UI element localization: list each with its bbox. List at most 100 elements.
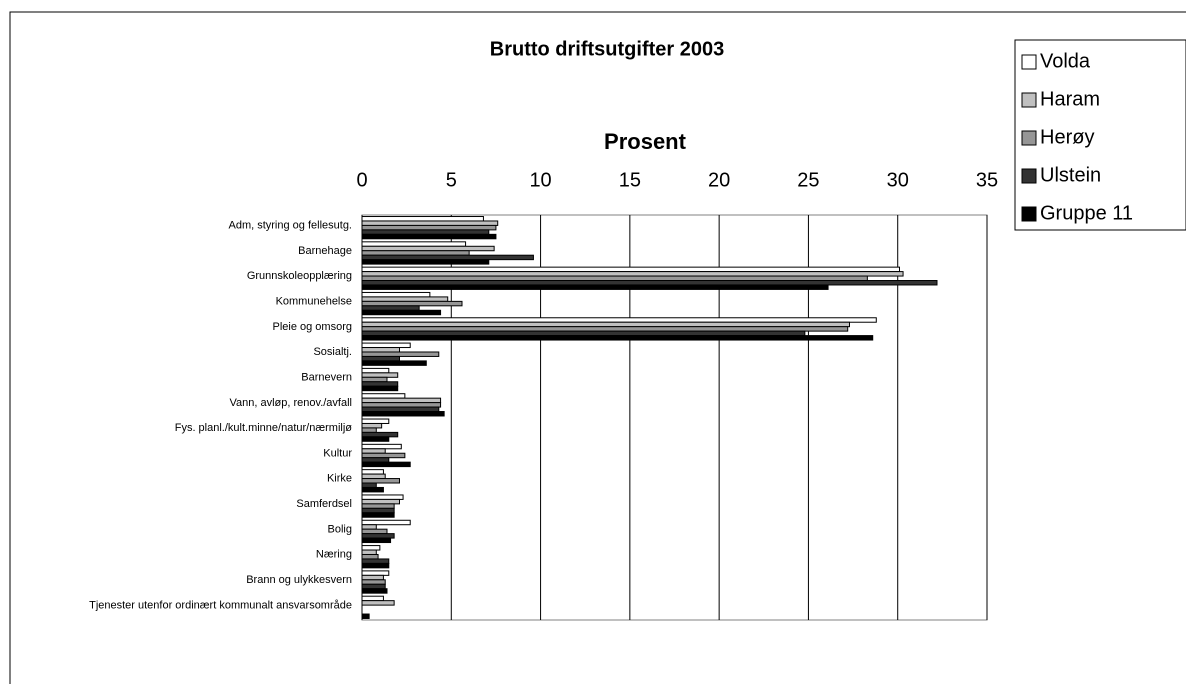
bar [361, 570, 390, 576]
legend-swatch [1021, 206, 1037, 222]
bar [361, 254, 534, 261]
bar [361, 355, 400, 362]
bar [361, 524, 377, 530]
bar [361, 259, 490, 265]
y-tick-label: Tjenester utenfor ordinært kommunalt ans… [89, 599, 352, 611]
bar [361, 321, 850, 328]
bar [361, 275, 868, 282]
bar [361, 296, 449, 302]
bar [361, 305, 420, 311]
bar [361, 473, 386, 480]
bar [361, 545, 381, 551]
chart-title: Brutto driftsutgifter 2003 [490, 38, 724, 60]
x-tick-label: 15 [619, 169, 641, 191]
bar [361, 393, 406, 399]
y-tick-label: Pleie og omsorg [273, 321, 353, 333]
bar [361, 588, 388, 594]
bar [361, 411, 445, 417]
legend-label: Volda [1040, 50, 1091, 72]
bar [361, 367, 390, 374]
bar [361, 461, 411, 468]
bar [361, 549, 377, 555]
bar [361, 360, 427, 366]
bar [361, 347, 400, 353]
y-tick-label: Næring [316, 549, 352, 561]
bar [361, 284, 829, 290]
bar [361, 507, 395, 514]
bar [361, 330, 806, 337]
bar [361, 372, 399, 378]
bar [361, 528, 388, 535]
bar [361, 579, 386, 585]
bar [361, 436, 390, 442]
bar [361, 250, 470, 256]
y-tick-label: Kirke [327, 473, 352, 485]
bar [361, 613, 370, 619]
bar [361, 342, 411, 349]
x-tick-label: 0 [356, 169, 367, 191]
bar [361, 422, 383, 429]
x-tick-label: 25 [797, 169, 819, 191]
bar [361, 271, 904, 277]
bar [361, 216, 484, 222]
bar [361, 229, 490, 235]
bar [361, 457, 390, 463]
bar [361, 326, 849, 332]
frame [9, 11, 1186, 684]
bar [361, 583, 386, 590]
bar [361, 503, 395, 509]
bar [361, 317, 877, 323]
bar [361, 266, 900, 273]
bar [361, 558, 390, 564]
bar [361, 241, 467, 247]
bar [361, 478, 400, 484]
bar [361, 494, 404, 500]
bar [361, 402, 442, 408]
x-tick-label: 30 [887, 169, 909, 191]
bar [361, 385, 399, 392]
bar [361, 600, 395, 606]
y-tick-label: Adm, styring og fellesutg. [228, 220, 352, 232]
bar [361, 574, 384, 581]
y-tick-label: Barnevern [301, 371, 352, 383]
legend-swatch [1021, 168, 1037, 184]
bar [361, 220, 499, 226]
bar [361, 512, 395, 518]
bar [361, 397, 442, 404]
bar [361, 562, 390, 569]
y-tick-label: Vann, avløp, renov./avfall [230, 397, 353, 409]
legend-label: Ulstein [1040, 164, 1101, 186]
bar [361, 406, 440, 413]
x-tick-label: 35 [976, 169, 998, 191]
y-tick-label: Bolig [328, 523, 352, 535]
bar [361, 448, 386, 454]
bar [361, 482, 377, 488]
x-tick-label: 20 [708, 169, 730, 191]
legend-swatch [1021, 54, 1037, 70]
bar [361, 291, 431, 298]
bar [361, 533, 395, 539]
bar [361, 486, 384, 493]
bar [361, 519, 411, 526]
y-tick-label: Barnehage [298, 245, 352, 257]
y-tick-label: Sosialtj. [313, 346, 352, 358]
x-tick-label: 5 [446, 169, 457, 191]
bar [361, 595, 384, 602]
bar [361, 300, 463, 307]
y-tick-label: Fys. planl./kult.minne/natur/nærmiljø [175, 422, 353, 434]
bar [361, 427, 377, 433]
bar [361, 452, 406, 459]
y-tick-label: Brann og ulykkesvern [246, 574, 352, 586]
bar [361, 335, 874, 341]
bar [361, 469, 384, 475]
bar [361, 280, 938, 286]
bar [361, 233, 497, 240]
bar [361, 376, 388, 383]
bar [361, 245, 495, 252]
y-tick-label: Kultur [323, 447, 352, 459]
bar [361, 443, 402, 450]
bar [361, 537, 392, 544]
bar [361, 498, 400, 505]
legend-label: Herøy [1040, 126, 1094, 148]
